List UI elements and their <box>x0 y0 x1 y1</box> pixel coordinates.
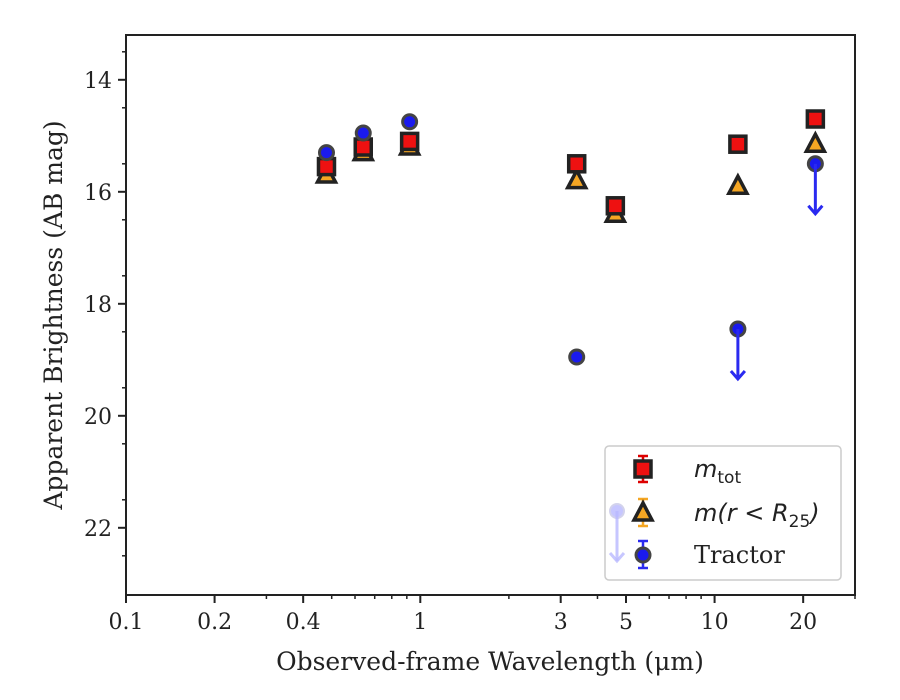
tractor-upper-limit-arrow-head <box>729 370 747 382</box>
x-tick-label: 1 <box>413 610 427 635</box>
x-tick-label: 0.4 <box>286 610 321 635</box>
tractor-point <box>354 124 372 142</box>
legend-label-m-r25: m(r < R25) <box>694 499 820 532</box>
m-r25-point <box>803 130 828 153</box>
x-axis-label: Observed-frame Wavelength (μm) <box>276 647 704 676</box>
x-tick-label: 20 <box>789 610 817 635</box>
legend-m-r25-marker <box>631 499 655 522</box>
m-r25-point <box>725 172 750 195</box>
y-axis-label: Apparent Brightness (AB mag) <box>39 120 68 510</box>
mtot-point <box>805 109 826 129</box>
mtot-point <box>605 196 626 216</box>
legend-box <box>604 445 842 581</box>
x-tick-label: 3 <box>554 610 568 635</box>
tractor-point <box>568 348 586 366</box>
y-tick-label: 16 <box>84 181 112 206</box>
y-tick-label: 20 <box>84 405 112 430</box>
tractor-point <box>401 113 419 131</box>
y-tick-label: 18 <box>84 293 112 318</box>
legend-tractor-limit-arrow-head <box>608 552 626 564</box>
axis-ticks: 0.1 0.2 0.4 1 3 5 10 20 14 16 18 20 22 <box>84 51 856 635</box>
tractor-point <box>317 144 335 162</box>
m-r25-point <box>564 166 589 190</box>
legend: mtot m(r < R25) Tractor <box>604 445 842 581</box>
legend-mtot-marker <box>633 459 653 479</box>
y-tick-label: 22 <box>84 517 112 542</box>
x-tick-label: 5 <box>619 610 633 635</box>
y-tick-label: 14 <box>84 69 112 94</box>
mtot-point <box>566 154 587 174</box>
legend-label-tractor: Tractor <box>694 541 785 569</box>
legend-label-mtot: mtot <box>694 455 741 488</box>
data-points <box>314 109 828 382</box>
x-tick-label: 0.1 <box>109 610 144 635</box>
x-tick-label: 10 <box>701 610 729 635</box>
x-tick-label: 0.2 <box>197 610 232 635</box>
tractor-upper-limit-arrow-head <box>807 204 824 217</box>
mtot-point <box>728 134 748 154</box>
legend-markers <box>608 454 655 570</box>
legend-tractor-marker <box>634 546 652 564</box>
mtot-point <box>399 131 420 152</box>
